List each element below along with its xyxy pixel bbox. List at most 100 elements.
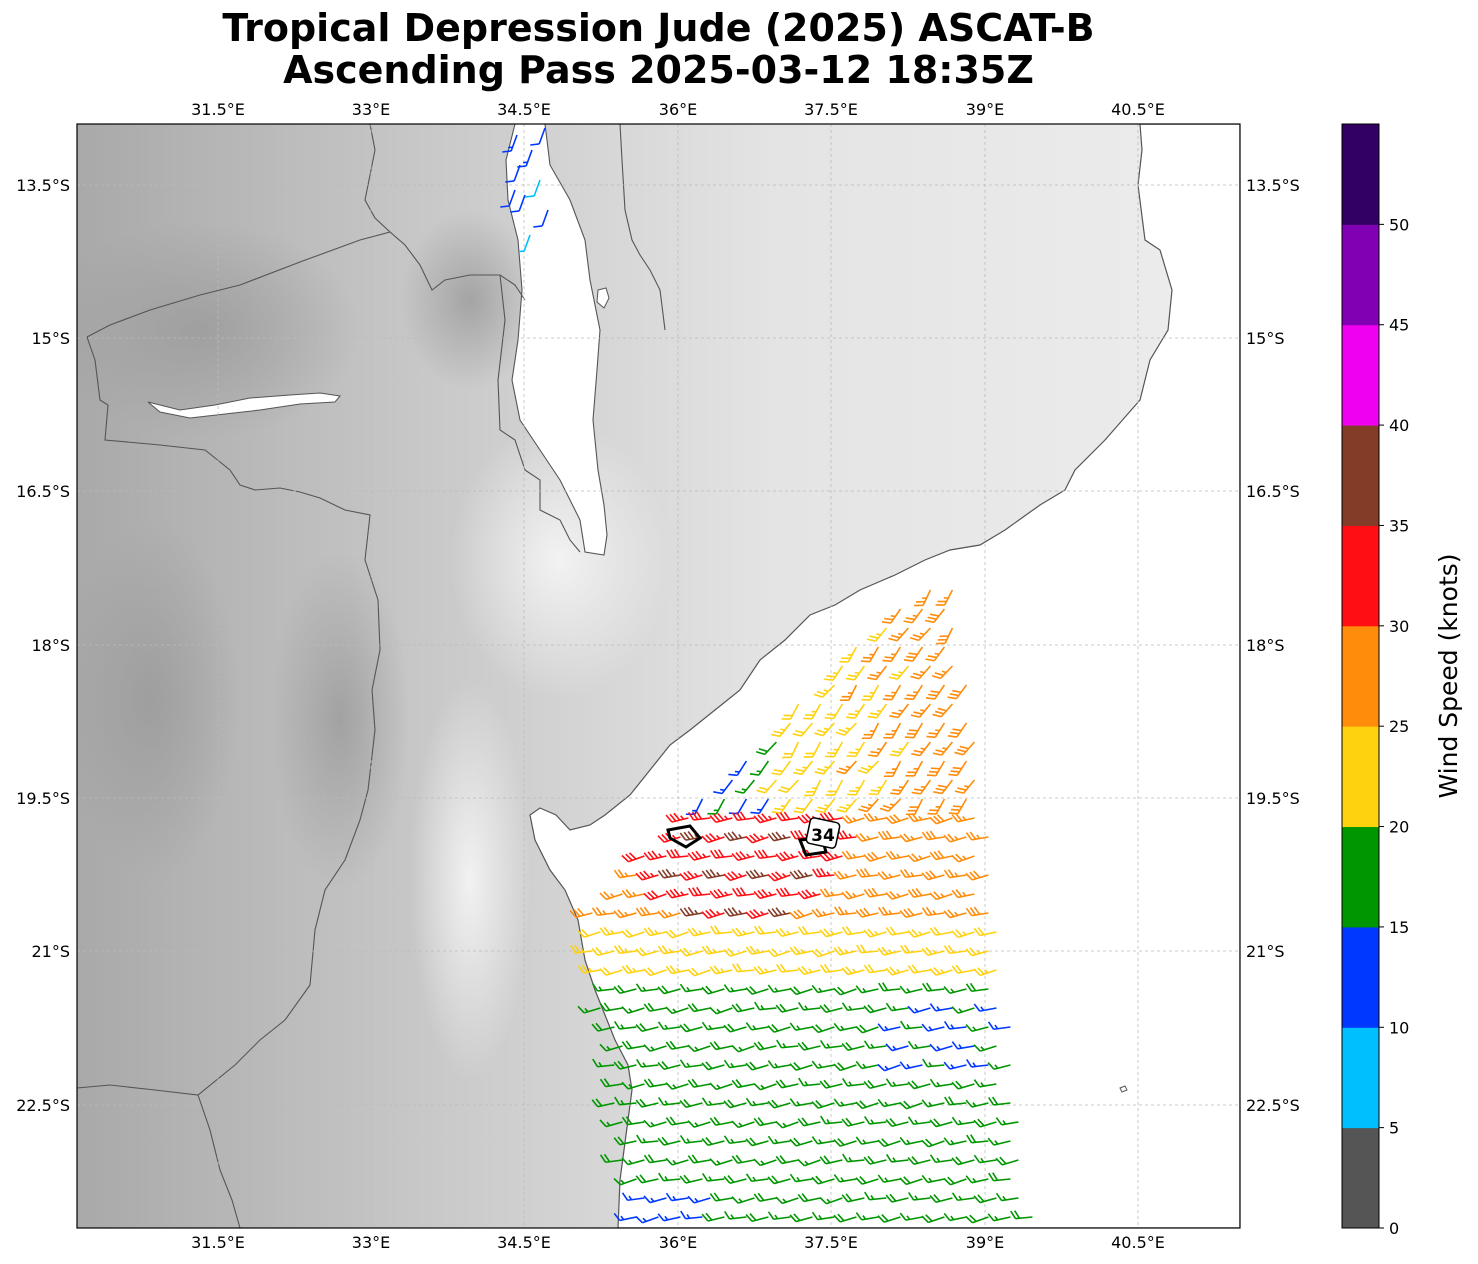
wind-barb: [775, 811, 799, 822]
wind-barb: [775, 963, 799, 973]
wind-barb: [932, 703, 954, 718]
wind-barb: [926, 722, 946, 739]
wind-barb: [687, 1120, 711, 1128]
map-title-line-2: Ascending Pass 2025-03-12 18:35Z: [283, 48, 1034, 92]
wind-barb: [965, 906, 989, 917]
lat-label: 13.5°S: [1246, 176, 1300, 195]
wind-barb: [613, 869, 637, 879]
wind-barb: [728, 760, 748, 777]
wind-barb: [614, 1096, 637, 1106]
longitude-labels-top: 31.5°E 33°E 34.5°E 36°E 37.5°E 39°E 40.5…: [191, 100, 1165, 119]
wind-barb: [888, 627, 910, 642]
wind-barb: [502, 134, 518, 153]
wind-barb: [731, 1079, 755, 1089]
wind-barb: [797, 1158, 821, 1167]
wind-barb: [709, 849, 733, 859]
wind-barb: [855, 907, 879, 918]
wind-barb: [767, 1023, 791, 1033]
wind-barb: [613, 909, 637, 919]
wind-barb: [833, 1098, 857, 1107]
wind-barb: [855, 1136, 879, 1145]
wind-barb: [505, 164, 521, 183]
colorbar-label: Wind Speed (knots): [1434, 553, 1463, 798]
wind-barb: [936, 627, 954, 645]
wind-barb: [833, 1062, 857, 1072]
lon-label: 39°E: [966, 1233, 1004, 1252]
colorbar-tick-label: 0: [1389, 1219, 1399, 1238]
wind-barb: [858, 798, 880, 813]
wind-barb: [863, 964, 887, 974]
wind-barb: [995, 1117, 1019, 1126]
wind-barb: [841, 1193, 865, 1203]
wind-barb: [921, 982, 945, 992]
wind-barb: [881, 608, 902, 624]
wind-barb: [789, 1022, 813, 1031]
colorbar-bin: [1342, 726, 1379, 828]
wind-barb: [951, 929, 975, 939]
wind-barb: [613, 985, 637, 995]
colorbar-tick-label: 20: [1389, 818, 1409, 837]
wind-barb: [861, 684, 880, 701]
wind-barb: [599, 966, 623, 976]
wind-barb: [643, 1002, 667, 1012]
wind-barb: [530, 127, 546, 146]
wind-barb: [834, 906, 857, 916]
wind-barb: [907, 1040, 931, 1050]
wind-barb: [775, 928, 799, 938]
wind-barb: [591, 1022, 615, 1032]
wind-barb: [943, 1137, 967, 1146]
wind-barb: [753, 1192, 777, 1202]
terrain-lowland: [450, 420, 670, 700]
wind-barb: [868, 779, 888, 796]
wind-barb: [914, 589, 932, 607]
wind-barb: [709, 1158, 733, 1166]
wind-barb: [731, 1196, 755, 1204]
wind-barb: [731, 1120, 755, 1129]
wind-barb: [842, 1153, 865, 1163]
wind-barb: [899, 1212, 923, 1221]
wind-barb: [824, 665, 844, 681]
wind-barb: [643, 967, 667, 977]
wind-barb: [879, 798, 901, 812]
wind-barb: [621, 929, 645, 939]
lon-label: 40.5°E: [1111, 100, 1165, 119]
terrain-lowland: [410, 680, 530, 1080]
wind-barb: [701, 945, 725, 955]
wind-barb: [929, 1194, 953, 1204]
wind-barb: [745, 1022, 769, 1031]
wind-barb: [839, 646, 858, 663]
wind-barb: [863, 1080, 887, 1090]
wind-barb: [723, 870, 747, 882]
map-frame: [76, 123, 1241, 1229]
lon-label: 37.5°E: [804, 100, 858, 119]
colorbar-bin: [1342, 625, 1379, 727]
wind-barb: [811, 984, 835, 994]
wind-barb: [789, 986, 813, 996]
wind-barb: [709, 813, 733, 824]
wind-barb: [687, 927, 711, 937]
wind-barb: [767, 1135, 791, 1145]
wind-barb: [599, 1043, 623, 1052]
wind-barb: [889, 741, 910, 757]
wind-barb: [771, 798, 792, 814]
wind-barb: [888, 665, 910, 680]
wind-barb: [987, 1137, 1011, 1146]
wind-barb: [929, 891, 953, 901]
wind-barb: [657, 985, 681, 995]
wind-barb: [804, 779, 822, 797]
wind-barb: [910, 703, 932, 718]
colorbar: 0 5 10 15 20 25 30 35 40 45 50: [1341, 123, 1409, 1238]
wind-barb: [679, 1174, 703, 1184]
wind-barb: [679, 870, 703, 881]
wind-barb: [889, 703, 910, 719]
wind-barb: [947, 722, 968, 738]
wind-barb: [929, 1043, 953, 1052]
wind-barb: [679, 1135, 703, 1144]
wind-barb: [635, 983, 659, 993]
colorbar-bin: [1342, 826, 1379, 928]
wind-barb: [709, 1082, 733, 1091]
wind-barb: [988, 1172, 1011, 1182]
wind-barb: [811, 1211, 835, 1221]
wind-barb: [789, 946, 813, 956]
wind-barb: [885, 1043, 909, 1052]
